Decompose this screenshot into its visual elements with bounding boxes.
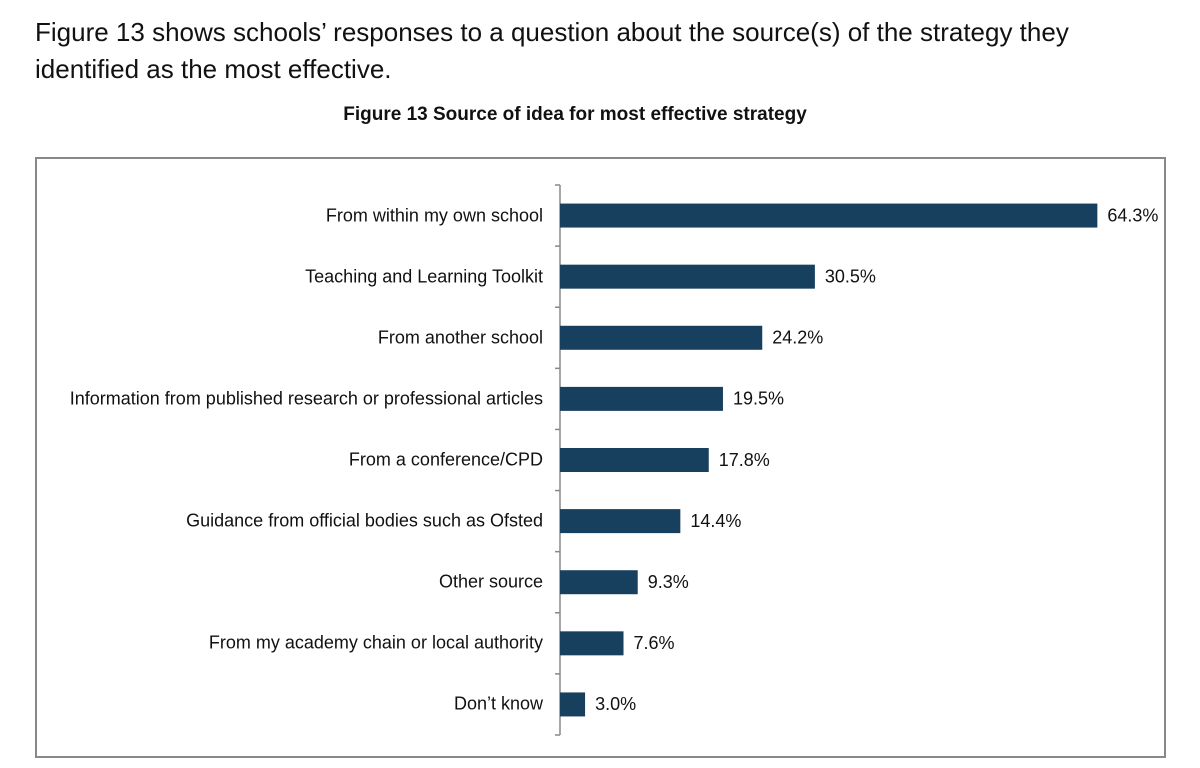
intro-text: Figure 13 shows schools’ responses to a … bbox=[35, 17, 1069, 84]
value-label: 7.6% bbox=[634, 633, 675, 653]
value-label: 17.8% bbox=[719, 450, 770, 470]
bar bbox=[560, 509, 681, 534]
bar bbox=[560, 570, 638, 595]
category-label: From within my own school bbox=[325, 205, 543, 226]
category-label: From a conference/CPD bbox=[348, 449, 543, 470]
category-label: Information from published research or p… bbox=[69, 388, 543, 409]
category-label: Other source bbox=[438, 571, 543, 592]
value-label: 9.3% bbox=[648, 572, 689, 592]
bar bbox=[560, 264, 815, 289]
category-label: From another school bbox=[377, 327, 543, 348]
bar bbox=[560, 386, 723, 411]
chart-frame bbox=[35, 157, 1166, 758]
bar bbox=[560, 692, 586, 717]
value-label: 30.5% bbox=[825, 266, 876, 286]
value-label: 3.0% bbox=[595, 694, 636, 714]
value-label: 24.2% bbox=[772, 328, 823, 348]
bar bbox=[560, 203, 1098, 228]
value-label: 14.4% bbox=[690, 511, 741, 531]
category-label: Teaching and Learning Toolkit bbox=[305, 266, 543, 287]
bar bbox=[560, 325, 763, 350]
category-label: Guidance from official bodies such as Of… bbox=[186, 510, 543, 531]
value-label: 19.5% bbox=[733, 389, 784, 409]
bar bbox=[560, 631, 624, 656]
bar bbox=[560, 448, 709, 472]
category-label: Don’t know bbox=[453, 693, 543, 714]
chart-title: Figure 13 Source of idea for most effect… bbox=[343, 104, 807, 125]
value-label: 64.3% bbox=[1107, 205, 1158, 225]
category-label: From my academy chain or local authority bbox=[208, 632, 543, 653]
